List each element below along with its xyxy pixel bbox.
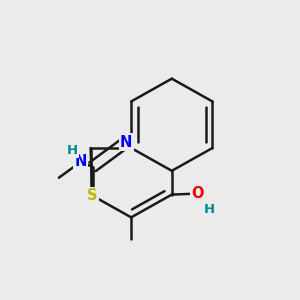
Text: H: H <box>204 203 215 216</box>
Text: O: O <box>191 186 204 201</box>
Text: H: H <box>67 143 78 157</box>
Text: S: S <box>87 188 98 203</box>
Text: N: N <box>120 135 132 150</box>
Text: N: N <box>74 154 87 169</box>
